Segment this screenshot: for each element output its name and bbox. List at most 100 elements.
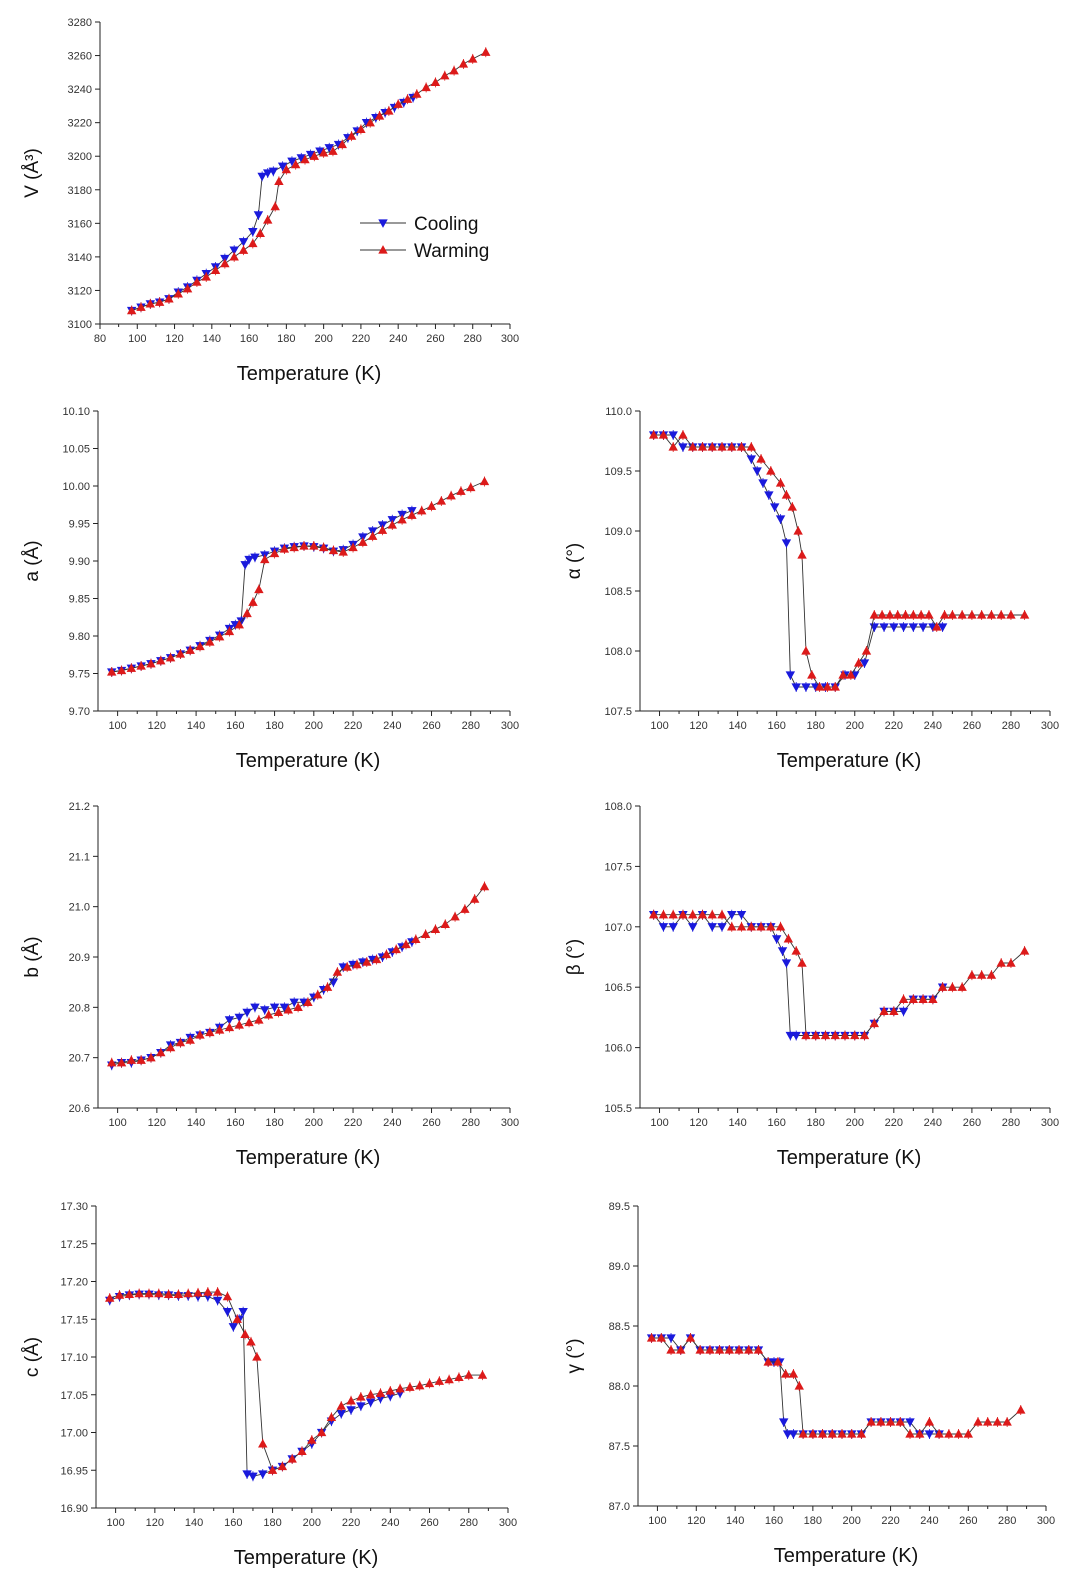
x-axis-label: Temperature (K): [234, 1547, 379, 1569]
data-point-warming: [407, 510, 417, 519]
y-tick-label: 108.5: [604, 586, 632, 598]
data-point-warming: [788, 1369, 799, 1378]
data-point-warming: [415, 1380, 425, 1390]
legend-label-cooling: Cooling: [414, 214, 478, 235]
data-point-warming: [356, 124, 366, 134]
y-tick-label: 3120: [68, 285, 92, 297]
data-point-warming: [144, 1288, 154, 1298]
data-point-warming: [214, 631, 225, 641]
data-point-warming: [263, 215, 273, 224]
data-point-warming: [318, 542, 329, 552]
data-point-warming: [328, 146, 338, 155]
data-point-warming: [185, 645, 195, 654]
x-tick-label: 140: [728, 720, 746, 732]
data-point-warming: [668, 909, 678, 919]
data-point-warming: [205, 637, 215, 646]
data-point-warming: [430, 77, 441, 87]
series-warming: [648, 430, 1030, 692]
y-tick-label: 20.9: [69, 952, 90, 964]
data-point-warming: [877, 610, 887, 619]
y-tick-label: 16.95: [60, 1465, 88, 1477]
data-point-warming: [895, 1417, 905, 1426]
data-point-warming: [678, 430, 688, 439]
data-point-warming: [342, 962, 352, 971]
y-tick-label: 3160: [68, 218, 92, 230]
y-tick-label: 9.75: [69, 669, 90, 681]
data-point-warming: [1019, 946, 1030, 955]
volume-chart-svg: 3100 3120 3140 3160 3180 3200 3220 3240 3260 3280…: [22, 17, 519, 385]
data-point-warming: [924, 610, 934, 619]
x-tick-label: 120: [148, 720, 166, 732]
x-tick-label: 260: [422, 1117, 440, 1129]
x-tick-label: 120: [165, 333, 183, 345]
x-tick-label: 180: [804, 1515, 822, 1527]
data-point-warming: [801, 1030, 811, 1040]
data-point-warming: [248, 238, 258, 248]
chart-c-axis: 16.90 16.95 17.00 17.05 17.10 17.15 17.20 17.25…: [0, 1190, 530, 1590]
data-point-cooling: [365, 1398, 376, 1408]
series-cooling: [105, 1289, 405, 1482]
data-point-cooling: [287, 157, 297, 167]
data-point-warming: [313, 989, 323, 999]
data-point-warming: [182, 283, 193, 293]
data-point-warming: [195, 1030, 205, 1039]
x-tick-label: 240: [381, 1517, 399, 1529]
x-tick-label: 220: [885, 1117, 903, 1129]
data-point-warming: [840, 1030, 850, 1040]
legend: Cooling Warming: [360, 214, 489, 262]
y-tick-label: 107.0: [604, 922, 632, 934]
data-point-warming: [116, 1057, 127, 1067]
y-tick-label: 10.05: [62, 444, 90, 456]
x-tick-label: 100: [650, 1117, 668, 1129]
data-point-warming: [889, 1006, 899, 1016]
data-point-cooling: [257, 172, 267, 182]
x-tick-label: 300: [501, 720, 519, 732]
x-tick-label: 120: [689, 720, 707, 732]
x-tick-label: 200: [846, 720, 864, 732]
data-point-cooling: [229, 246, 239, 255]
data-point-warming: [992, 1417, 1003, 1426]
data-point-warming: [746, 442, 756, 451]
data-point-warming: [214, 1025, 225, 1034]
alpha-chart-svg: 107.5 108.0 108.5 109.0 109.5 110.0 100 120 140 1…: [564, 406, 1059, 772]
data-point-cooling: [791, 1031, 801, 1041]
data-point-warming: [916, 610, 926, 619]
data-point-warming: [258, 1439, 268, 1448]
y-tick-label: 105.5: [604, 1103, 632, 1115]
data-point-warming: [318, 148, 329, 157]
series-cooling: [648, 909, 948, 1041]
data-point-warming: [822, 682, 833, 691]
data-point-warming: [963, 1429, 973, 1438]
data-point-warming: [830, 682, 840, 691]
data-point-warming: [290, 159, 301, 169]
series-line-cooling: [653, 434, 943, 688]
data-point-warming: [707, 442, 717, 451]
data-point-warming: [146, 658, 156, 668]
data-point-cooling: [785, 671, 796, 680]
x-tick-label: 100: [648, 1515, 666, 1527]
data-point-warming: [838, 670, 848, 679]
y-axis-label: a (Å): [22, 540, 43, 581]
data-point-warming: [885, 1417, 896, 1426]
data-point-cooling: [268, 167, 279, 177]
data-point-warming: [1006, 958, 1016, 967]
series-warming: [646, 1333, 1026, 1439]
data-point-warming: [358, 537, 368, 546]
series-line-cooling: [109, 1293, 401, 1477]
data-point-warming: [449, 65, 459, 75]
data-point-warming: [377, 525, 388, 534]
data-point-cooling: [224, 1016, 235, 1025]
y-tick-label: 3100: [68, 319, 92, 331]
data-point-warming: [436, 496, 447, 505]
data-point-warming: [165, 1042, 176, 1052]
data-point-warming: [210, 265, 221, 274]
series-line-cooling: [651, 1337, 940, 1435]
data-point-warming: [817, 1429, 828, 1438]
x-tick-label: 160: [767, 720, 785, 732]
data-point-warming: [1006, 610, 1016, 619]
y-tick-label: 87.0: [609, 1501, 630, 1513]
x-tick-label: 280: [464, 333, 482, 345]
y-tick-label: 17.25: [60, 1239, 88, 1251]
data-point-cooling: [908, 623, 919, 632]
series-warming: [105, 1287, 488, 1476]
